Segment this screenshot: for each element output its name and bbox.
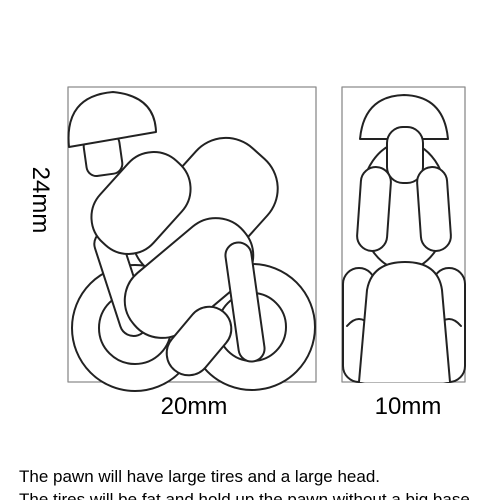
depth-dimension-label: 10mm — [374, 393, 442, 420]
front-arm-right — [416, 166, 452, 252]
front-neck — [386, 126, 424, 184]
front-helmet — [359, 94, 449, 140]
width-dimension-label: 20mm — [160, 393, 228, 420]
front-view-figure — [342, 94, 466, 383]
height-dimension-label: 24mm — [27, 166, 54, 234]
leg-lower-front — [224, 241, 266, 363]
helmet — [67, 91, 157, 148]
side-view-figure — [67, 91, 316, 392]
front-arm-left — [356, 166, 392, 252]
caption-line-2: The tires will be fat and hold up the pa… — [19, 490, 475, 500]
forearm — [165, 305, 233, 377]
front-tire — [358, 261, 451, 383]
side-view-frame — [67, 86, 317, 383]
caption-line-1: The pawn will have large tires and a lar… — [19, 467, 380, 486]
upper-arm — [90, 151, 192, 255]
